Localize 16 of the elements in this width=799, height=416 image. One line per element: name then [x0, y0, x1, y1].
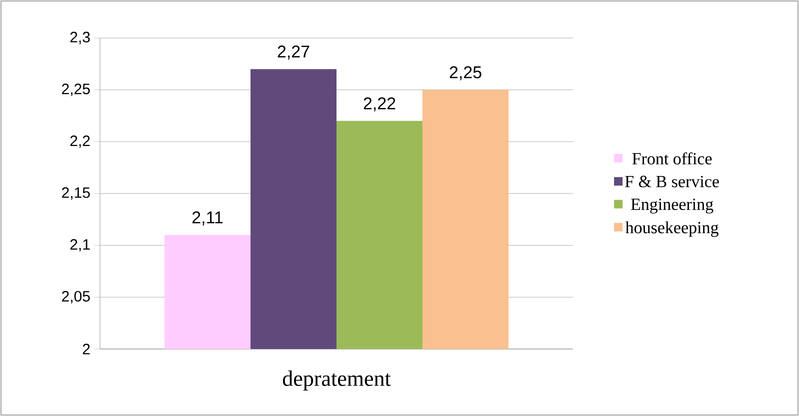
data-label: 2,22	[364, 97, 396, 112]
y-tick-label: 2	[82, 344, 90, 354]
data-label: 2,11	[192, 211, 223, 226]
y-tick-label: 2,2	[70, 135, 90, 148]
data-label: 2,25	[450, 66, 482, 80]
y-tick-label: 2,15	[62, 187, 90, 200]
y-tick-label: 2,3	[70, 32, 90, 44]
legend-label: F & B service	[625, 176, 719, 188]
data-label: 2,27	[278, 46, 310, 60]
x-tick-label: depratement	[282, 370, 391, 390]
legend-label: Front office	[632, 152, 712, 164]
legend-label: Engineering	[630, 198, 714, 214]
legend-label: housekeeping	[625, 221, 718, 237]
y-tick-label: 2,05	[62, 290, 90, 304]
y-tick-label: 2,25	[62, 84, 90, 96]
y-tick-label: 2,1	[70, 239, 90, 252]
